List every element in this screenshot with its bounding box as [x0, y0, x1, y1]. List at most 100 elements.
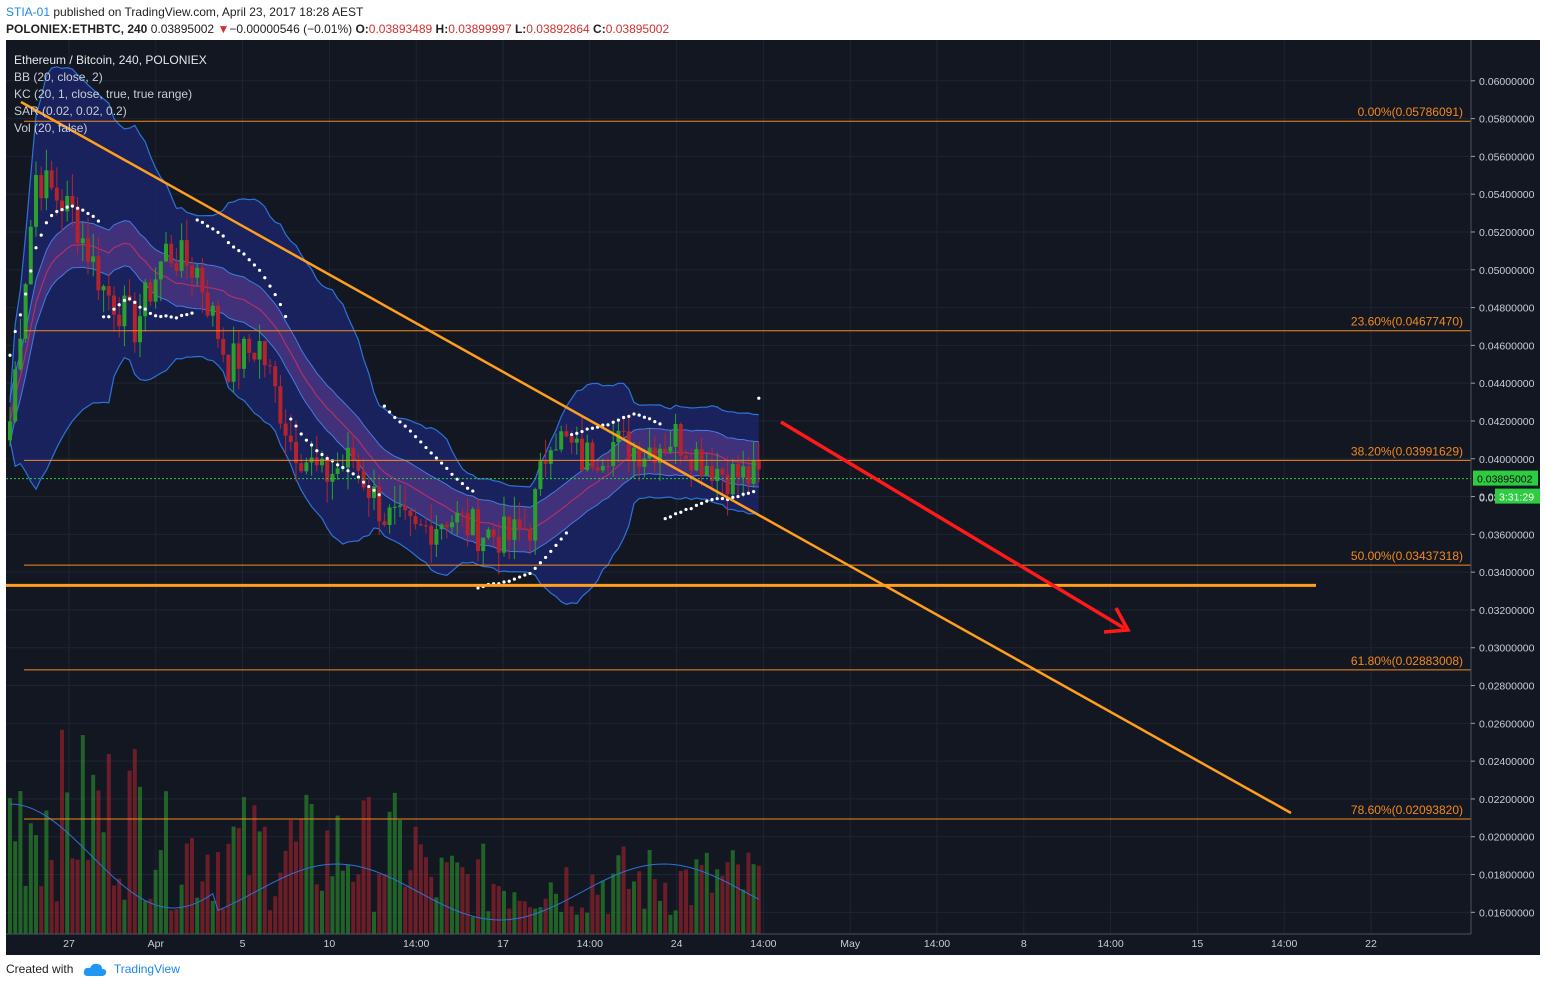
- volume-bar: [439, 857, 444, 934]
- sar-dot: [169, 315, 173, 319]
- sar-dot: [284, 314, 288, 319]
- sar-dot: [367, 484, 371, 489]
- volume-bar: [158, 850, 163, 934]
- sar-dot: [689, 506, 693, 511]
- header-bar: STIA-01 published on TradingView.com, Ap…: [0, 0, 1546, 40]
- candle-body: [351, 447, 356, 461]
- candle-body: [658, 448, 662, 464]
- sar-dot: [96, 219, 100, 223]
- parabolic-sar-dots: [8, 204, 761, 590]
- tradingview-link[interactable]: TradingView: [113, 962, 180, 976]
- bollinger-upper: [9, 66, 759, 488]
- sar-dot: [112, 307, 116, 311]
- volume-bar: [522, 901, 527, 934]
- sar-dot: [60, 207, 64, 212]
- fibonacci-levels[interactable]: 0.00%(0.05786091) 23.60%(0.04677470) 38.20…: [24, 105, 1471, 820]
- sar-dot: [211, 227, 215, 231]
- candle-body: [148, 282, 153, 302]
- volume-bar: [751, 864, 756, 934]
- sar-dot: [507, 579, 511, 583]
- candle-body: [247, 338, 252, 353]
- volume-bar: [673, 910, 678, 934]
- sar-dot: [122, 298, 126, 302]
- volume-bar: [372, 911, 376, 934]
- candle-body: [632, 447, 636, 462]
- sar-dot: [310, 443, 314, 447]
- volume-bar: [663, 882, 668, 934]
- candle-body: [138, 316, 142, 343]
- candle-body: [418, 524, 423, 526]
- volume-bar: [460, 867, 465, 934]
- sar-dot: [174, 316, 178, 320]
- volume-bar: [340, 870, 345, 934]
- volume-bar: [247, 875, 252, 934]
- candle-body: [382, 521, 387, 526]
- sar-dot: [559, 537, 563, 541]
- candle-body: [314, 457, 319, 466]
- candle-body: [372, 486, 376, 499]
- volume-bar: [590, 874, 595, 934]
- sar-dot: [554, 543, 558, 548]
- sar-dot: [232, 245, 236, 249]
- volume-bar: [8, 798, 12, 934]
- candle-body: [569, 436, 574, 443]
- sar-dot: [81, 208, 85, 212]
- price-chart[interactable]: 0.00%(0.05786091) 23.60%(0.04677470) 38.20…: [6, 40, 1540, 955]
- volume-bar: [18, 791, 23, 934]
- volume-bar: [574, 914, 579, 934]
- candle-body: [158, 261, 163, 280]
- sar-dot: [658, 422, 662, 426]
- candle-body: [28, 226, 33, 285]
- sar-dot: [429, 451, 433, 455]
- candle-body: [13, 369, 18, 422]
- volume-bar: [257, 831, 262, 934]
- candle-body: [611, 442, 616, 467]
- sar-dot: [663, 517, 667, 521]
- volume-bar: [528, 907, 532, 934]
- candle-body: [70, 195, 75, 207]
- sar-dot: [455, 477, 459, 481]
- volume-bar: [543, 898, 548, 934]
- volume-bar: [465, 874, 470, 934]
- sar-dot: [580, 429, 584, 434]
- sar-dot: [637, 413, 641, 417]
- volume-bar: [330, 876, 335, 934]
- x-tick-label: 22: [1365, 938, 1377, 950]
- sar-dot: [216, 230, 220, 234]
- sar-dot: [70, 204, 74, 208]
- current-price-tag: [1473, 470, 1538, 486]
- candle-body: [80, 238, 85, 244]
- y-tick-label: 0.02800000: [1479, 681, 1535, 693]
- volume-bar: [106, 753, 111, 934]
- trend-drawings[interactable]: [6, 100, 1471, 815]
- volume-bar: [377, 873, 382, 934]
- volume-bar: [210, 900, 215, 934]
- volume-bar: [190, 838, 194, 934]
- candle-body: [522, 527, 527, 530]
- candle-body: [132, 300, 137, 343]
- candle-body: [231, 343, 236, 382]
- sar-dot: [39, 233, 43, 237]
- volume-bar: [65, 792, 70, 934]
- volume-bar: [314, 884, 319, 934]
- publish-info: published on TradingView.com, April 23, …: [53, 5, 364, 19]
- sar-dot: [107, 315, 111, 319]
- sar-dot: [294, 424, 298, 428]
- sar-dot: [164, 314, 168, 318]
- sar-dot: [346, 469, 350, 473]
- sar-dot: [731, 495, 735, 499]
- candle-body: [652, 447, 657, 464]
- author-link[interactable]: STIA-01: [6, 5, 51, 19]
- sar-dot: [518, 575, 522, 579]
- volume-bar: [715, 869, 720, 934]
- x-tick-label: 10: [324, 938, 336, 950]
- sar-dot: [512, 577, 516, 581]
- sar-dot: [648, 417, 652, 421]
- candle-body: [528, 529, 532, 541]
- volume-bar: [39, 886, 44, 934]
- volume-bar: [481, 843, 486, 934]
- volume-bar: [486, 911, 491, 934]
- descending-trendline: [20, 100, 1292, 815]
- sar-dot: [133, 300, 137, 304]
- x-tick-label: 24: [671, 938, 683, 950]
